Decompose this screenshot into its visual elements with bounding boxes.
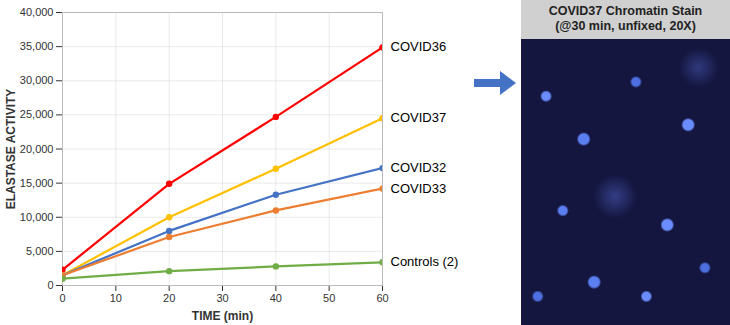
svg-text:TIME (min): TIME (min)	[192, 309, 253, 323]
svg-text:ELASTASE ACTIVITY: ELASTASE ACTIVITY	[4, 89, 18, 210]
svg-text:20,000: 20,000	[20, 143, 54, 155]
svg-text:35,000: 35,000	[20, 40, 54, 52]
svg-text:60: 60	[376, 292, 388, 304]
svg-text:50: 50	[323, 292, 335, 304]
svg-text:10,000: 10,000	[20, 211, 54, 223]
svg-text:15,000: 15,000	[20, 177, 54, 189]
svg-text:10: 10	[110, 292, 122, 304]
html-text:(@30 min, unfixed, 20X): (@30 min, unfixed, 20X)	[555, 19, 696, 33]
svg-text:40,000: 40,000	[20, 6, 54, 18]
svg-text:COVID32: COVID32	[391, 160, 447, 175]
svg-text:40: 40	[270, 292, 282, 304]
svg-text:30: 30	[216, 292, 228, 304]
svg-text:20: 20	[163, 292, 175, 304]
svg-text:25,000: 25,000	[20, 108, 54, 120]
svg-text:0: 0	[59, 292, 65, 304]
svg-text:Controls (2): Controls (2)	[391, 254, 459, 269]
svg-text:30,000: 30,000	[20, 74, 54, 86]
svg-text:COVID37: COVID37	[391, 110, 447, 125]
svg-text:COVID33: COVID33	[391, 181, 447, 196]
svg-text:COVID36: COVID36	[391, 39, 447, 54]
svg-text:0: 0	[47, 279, 53, 291]
html-text:COVID37 Chromatin Stain: COVID37 Chromatin Stain	[548, 4, 703, 18]
svg-text:5,000: 5,000	[26, 245, 54, 257]
